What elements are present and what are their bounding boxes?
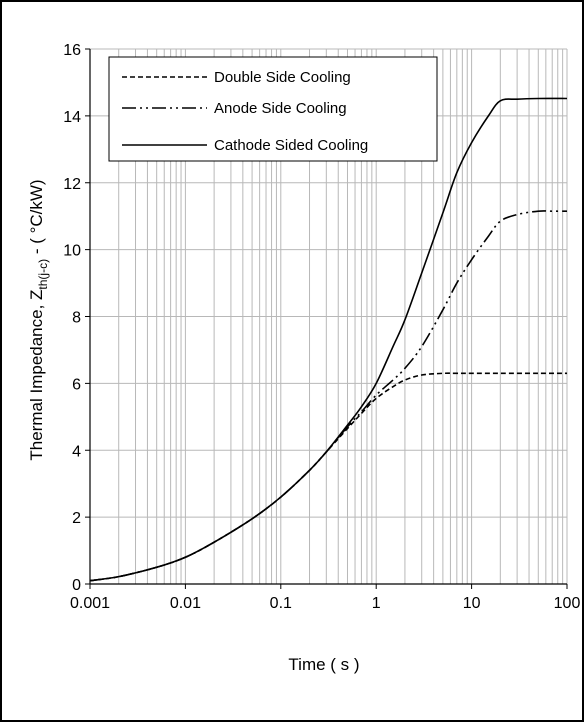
x-tick-label: 0.1 [270,595,292,612]
axis-layer: 0 2 4 6 8 10 12 14 16 0.001 0.01 0.1 1 10 100 [63,42,580,612]
series-line-anode-side-cooling [89,210,567,582]
y-tick-label: 12 [63,176,81,193]
legend-label-double-side: Double Side Cooling [214,69,351,86]
legend: Double Side Cooling Anode Side Cooling C… [108,56,438,162]
y-tick-label: 14 [63,109,81,126]
x-axis-title: Time ( s ) [288,655,359,674]
y-tick-label: 8 [72,310,81,327]
y-tick-label: 4 [72,443,81,460]
x-tick-label: 0.001 [70,595,110,612]
x-tick-label: 0.01 [170,595,201,612]
y-axis-title-subscript: th(j-c) [36,259,50,290]
y-axis-title-main: Thermal Impedance, Z [27,290,46,461]
legend-box [108,56,438,162]
y-axis-title: Thermal Impedance, Zth(j-c) - ( °C/kW) [27,179,50,460]
legend-label-cathode-sided: Cathode Sided Cooling [214,137,368,154]
x-tick-label: 100 [554,595,581,612]
y-axis-title-suffix: - ( °C/kW) [27,179,46,259]
y-tick-label: 0 [72,577,81,594]
legend-label-anode-side: Anode Side Cooling [214,100,347,117]
series-line-cathode-sided-cooling [89,97,568,582]
y-tick-label: 16 [63,42,81,59]
series-layer [89,97,568,582]
y-tick-label: 10 [63,243,81,260]
x-tick-label: 1 [372,595,381,612]
x-tick-label: 10 [463,595,481,612]
series-line-double-side-cooling [89,372,567,582]
y-tick-label: 6 [72,376,81,393]
y-tick-label: 2 [72,510,81,527]
